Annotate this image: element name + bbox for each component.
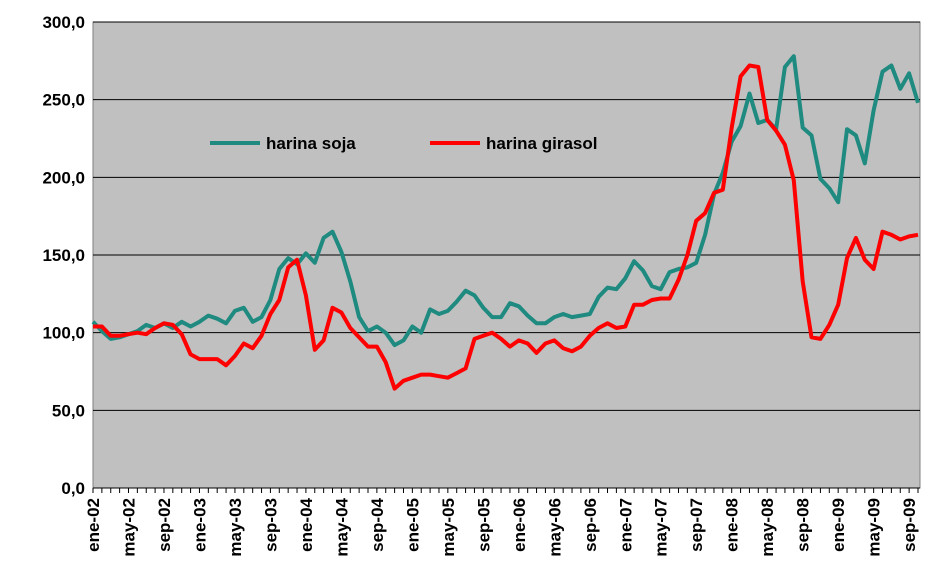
y-tick-label: 200,0: [42, 168, 85, 187]
y-tick-label: 0,0: [61, 479, 85, 498]
y-tick-label: 150,0: [42, 246, 85, 265]
series-line: [91, 54, 920, 348]
legend-label: harina soja: [266, 134, 356, 153]
x-tick-label: may-03: [226, 498, 245, 557]
x-tick-label: ene-02: [84, 498, 103, 552]
x-tick-label: may-09: [865, 498, 884, 557]
y-tick-label: 300,0: [42, 13, 85, 32]
y-tick-label: 250,0: [42, 91, 85, 110]
series-line: [93, 63, 919, 391]
x-tick-label: sep-02: [155, 498, 174, 552]
y-tick-label: 100,0: [42, 324, 85, 343]
x-tick-label: sep-06: [581, 498, 600, 552]
x-tick-label: sep-08: [794, 498, 813, 552]
y-tick-label: 50,0: [52, 401, 85, 420]
x-tick-label: may-02: [119, 498, 138, 557]
x-tick-label: sep-03: [261, 498, 280, 552]
x-tick-label: ene-07: [616, 498, 635, 552]
x-tick-label: sep-09: [900, 498, 919, 552]
x-tick-label: ene-09: [829, 498, 848, 552]
x-tick-label: sep-07: [687, 498, 706, 552]
x-tick-label: sep-05: [474, 498, 493, 552]
x-tick-label: may-07: [652, 498, 671, 557]
x-tick-label: ene-04: [297, 497, 316, 551]
x-tick-label: ene-03: [190, 498, 209, 552]
x-tick-label: may-06: [545, 498, 564, 557]
x-tick-label: may-05: [439, 498, 458, 557]
x-tick-label: sep-04: [368, 497, 387, 551]
x-tick-label: ene-08: [723, 498, 742, 552]
x-tick-label: ene-05: [403, 498, 422, 552]
x-tick-label: may-04: [332, 497, 351, 556]
x-tick-label: ene-06: [510, 498, 529, 552]
x-tick-label: may-08: [758, 498, 777, 557]
legend-label: harina girasol: [486, 134, 597, 153]
